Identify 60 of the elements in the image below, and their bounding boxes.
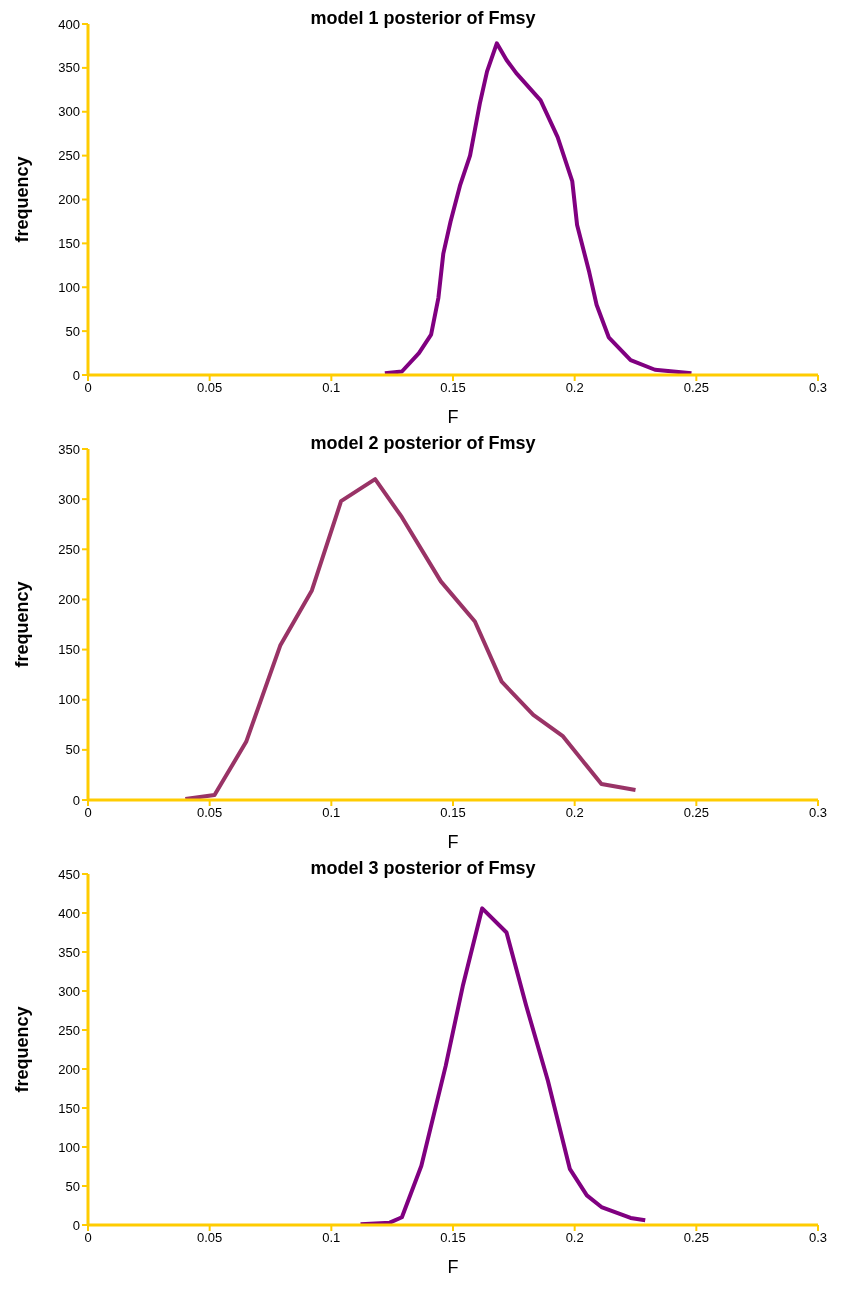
x-axis-title: F [447,1257,459,1277]
x-tick-label: 0.25 [683,380,709,396]
x-tick-label: 0.1 [322,1230,341,1246]
x-tick-label: 0.2 [565,1230,584,1246]
x-axis-title: F [447,832,459,852]
chart-title: model 1 posterior of Fmsy [310,8,536,28]
x-tick-label: 0 [84,380,92,396]
x-tick-label: 0.3 [808,1230,828,1246]
x-tick-label: 0.05 [197,380,223,396]
y-tick-label: 100 [58,692,80,708]
y-axis-title: frequency [12,581,33,668]
y-tick-label: 100 [58,1139,80,1155]
x-tick-label: 0.25 [683,1230,709,1246]
y-tick-label: 350 [58,441,80,457]
y-tick-label: 250 [58,541,80,557]
y-tick-label: 50 [65,323,80,339]
y-axis-title: frequency [12,156,33,243]
y-tick-label: 50 [65,1178,80,1194]
y-tick-label: 0 [72,1217,80,1233]
x-tick-label: 0.15 [440,805,466,821]
y-tick-label: 300 [58,104,80,120]
y-tick-label: 250 [58,1022,80,1038]
line-series [183,477,638,800]
y-tick-label: 300 [58,983,80,999]
y-tick-label: 300 [58,491,80,507]
x-tick-label: 0.2 [565,805,584,821]
x-tick-label: 0 [84,1230,92,1246]
x-tick-label: 0.1 [322,805,341,821]
x-tick-label: 0.05 [197,1230,223,1246]
y-tick-label: 0 [72,792,80,808]
x-tick-label: 0.3 [808,805,828,821]
y-tick-label: 450 [58,866,80,882]
x-tick-label: 0 [84,805,92,821]
y-tick-label: 50 [65,742,80,758]
y-tick-label: 150 [58,1100,80,1116]
y-tick-label: 350 [58,60,80,76]
line-series [382,41,694,375]
x-tick-label: 0.2 [565,380,584,396]
y-tick-label: 150 [58,642,80,658]
y-tick-label: 250 [58,148,80,164]
x-tick-label: 0.15 [440,380,466,396]
y-tick-label: 400 [58,905,80,921]
y-tick-label: 200 [58,1061,80,1077]
y-tick-label: 200 [58,192,80,208]
y-axis-title: frequency [12,1006,33,1093]
x-tick-label: 0.15 [440,1230,466,1246]
chart-title: model 3 posterior of Fmsy [310,858,536,878]
x-tick-label: 0.25 [683,805,709,821]
y-tick-label: 350 [58,944,80,960]
y-tick-label: 150 [58,235,80,251]
y-tick-label: 200 [58,592,80,608]
y-tick-label: 0 [72,367,80,383]
x-axis-title: F [447,407,459,427]
y-tick-label: 100 [58,279,80,295]
line-series [358,906,648,1225]
y-tick-label: 400 [58,16,80,32]
x-tick-label: 0.05 [197,805,223,821]
x-tick-label: 0.3 [808,380,828,396]
x-tick-label: 0.1 [322,380,341,396]
chart-title: model 2 posterior of Fmsy [310,433,536,453]
